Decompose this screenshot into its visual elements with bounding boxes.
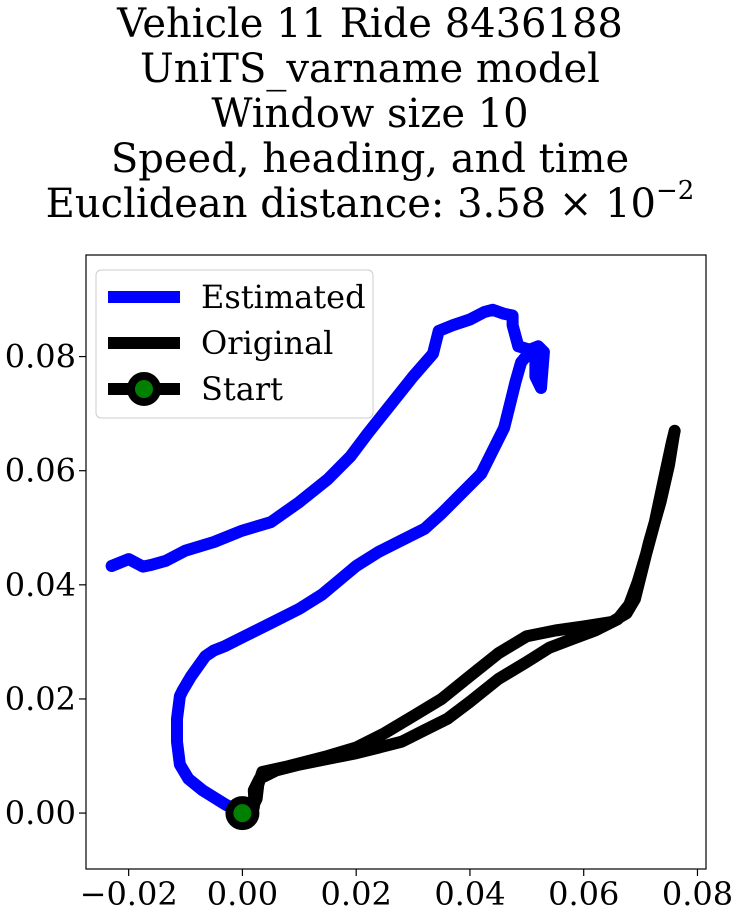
legend-box [95, 269, 374, 419]
series-layer [105, 303, 681, 831]
x-tick-label: 0.04 [434, 875, 505, 913]
legend-start-marker [127, 372, 161, 406]
x-tick-label: −0.02 [80, 875, 178, 913]
y-tick-label: 0.06 [5, 452, 76, 490]
chart-title: Vehicle 11 Ride 8436188 UniTS_varname mo… [0, 2, 740, 227]
legend-label: Original [201, 324, 333, 362]
title-line-4: Speed, heading, and time [110, 136, 630, 182]
times-sign: × [558, 181, 593, 227]
title-line-5: Euclidean distance: 3.58 × 10−2 [0, 178, 740, 227]
y-tick-label: 0.04 [5, 566, 76, 604]
x-tick-label: 0.06 [548, 875, 619, 913]
y-tick-label: 0.02 [5, 680, 76, 718]
x-tick-label: 0.08 [662, 875, 733, 913]
x-tick-label: 0.02 [321, 875, 392, 913]
series-line-estimated [105, 303, 550, 820]
distance-base: 10 [605, 181, 657, 227]
axes: −0.02 0.00 0.02 0.04 0.06 0.08 0.00 0.02 0.04 0.0… [5, 254, 733, 913]
plot-frame [85, 254, 707, 870]
y-tick-label: 0.00 [5, 794, 76, 832]
distance-label: Euclidean distance: 3.58 [45, 181, 547, 227]
legend-label: Estimated [201, 278, 366, 316]
title-line-2: UniTS_varname model [140, 46, 600, 92]
legend: Estimated Original Start [95, 269, 374, 419]
distance-exponent: −2 [656, 176, 695, 206]
title-line-3: Window size 10 [211, 91, 529, 137]
legend-label: Start [201, 370, 283, 408]
start-marker [225, 796, 260, 831]
series-line-original [236, 424, 681, 820]
title-line-1: Vehicle 11 Ride 8436188 [117, 1, 623, 47]
y-tick-label: 0.08 [5, 338, 76, 376]
x-tick-label: 0.00 [207, 875, 278, 913]
